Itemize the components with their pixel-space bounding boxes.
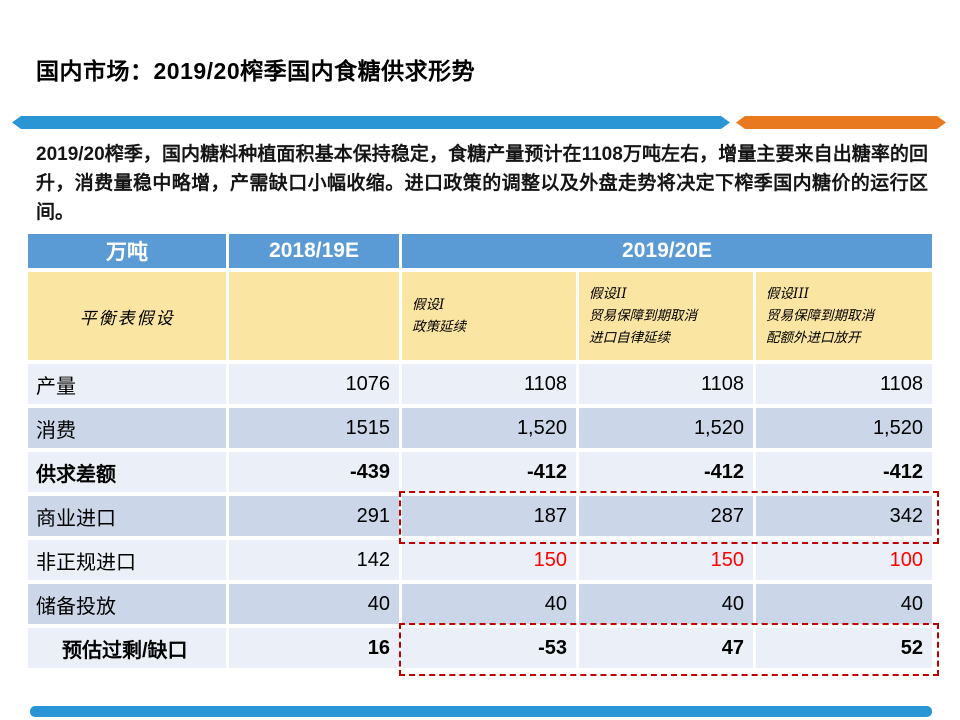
value-cell: -439 <box>229 452 399 492</box>
value-cell: 291 <box>229 496 399 536</box>
assumption-cell-2: 假设II 贸易保障到期取消 进口自律延续 <box>579 272 753 360</box>
assumption-row: 平衡表假设 假设I 政策延续 假设II 贸易保障到期取消 进口自律延续 假设II… <box>28 272 932 360</box>
table-row-estimated-surplus-gap: 预估过剩/缺口 16 -53 47 52 <box>28 628 932 668</box>
assumption-line: 假设I <box>412 296 445 313</box>
row-label: 产量 <box>28 364 226 404</box>
value-cell: 1,520 <box>402 408 576 448</box>
row-label: 供求差额 <box>28 452 226 492</box>
value-cell: -412 <box>756 452 932 492</box>
value-cell: 1108 <box>579 364 753 404</box>
value-cell: 16 <box>229 628 399 668</box>
table-header-row: 万吨 2018/19E 2019/20E <box>28 234 932 268</box>
assumption-line: 配额外进口放开 <box>766 330 861 347</box>
assumption-line: 贸易保障到期取消 <box>589 307 697 324</box>
assumption-line: 假设II <box>589 285 627 302</box>
assumption-label-cell: 平衡表假设 <box>28 272 226 360</box>
assumption-line: 贸易保障到期取消 <box>766 307 874 324</box>
assumption-empty-cell <box>229 272 399 360</box>
value-cell: 1,520 <box>756 408 932 448</box>
bottom-accent-bar <box>30 706 932 717</box>
table-row-informal-imports: 非正规进口 142 150 150 100 <box>28 540 932 580</box>
table-row-supply-gap: 供求差额 -439 -412 -412 -412 <box>28 452 932 492</box>
row-label: 商业进口 <box>28 496 226 536</box>
value-cell: 1108 <box>402 364 576 404</box>
value-cell: 40 <box>402 584 576 624</box>
value-cell: 150 <box>579 540 753 580</box>
intro-paragraph: 2019/20榨季，国内糖料种植面积基本保持稳定，食糖产量预计在1108万吨左右… <box>36 144 928 223</box>
divider-bar-blue <box>12 116 730 129</box>
value-cell: -412 <box>402 452 576 492</box>
header-2019-20e-cell: 2019/20E <box>402 234 932 268</box>
value-cell: 287 <box>579 496 753 536</box>
value-cell: 100 <box>756 540 932 580</box>
assumption-cell-1: 假设I 政策延续 <box>402 272 576 360</box>
value-cell: -412 <box>579 452 753 492</box>
assumption-line: 进口自律延续 <box>589 330 670 347</box>
value-cell: 1076 <box>229 364 399 404</box>
table-row-consumption: 消费 1515 1,520 1,520 1,520 <box>28 408 932 448</box>
row-label: 消费 <box>28 408 226 448</box>
value-cell: 40 <box>229 584 399 624</box>
divider-bar-orange <box>736 116 946 129</box>
value-cell: -53 <box>402 628 576 668</box>
value-cell: 52 <box>756 628 932 668</box>
row-label: 非正规进口 <box>28 540 226 580</box>
value-cell: 342 <box>756 496 932 536</box>
value-cell: 47 <box>579 628 753 668</box>
value-cell: 40 <box>756 584 932 624</box>
value-cell: 150 <box>402 540 576 580</box>
value-cell: 1,520 <box>579 408 753 448</box>
value-cell: 40 <box>579 584 753 624</box>
row-label: 预估过剩/缺口 <box>28 628 226 668</box>
header-unit-cell: 万吨 <box>28 234 226 268</box>
assumption-cell-3: 假设III 贸易保障到期取消 配额外进口放开 <box>756 272 932 360</box>
table-row-production: 产量 1076 1108 1108 1108 <box>28 364 932 404</box>
page-title: 国内市场：2019/20榨季国内食糖供求形势 <box>36 58 476 84</box>
assumption-line: 假设III <box>766 285 809 302</box>
value-cell: 187 <box>402 496 576 536</box>
supply-demand-table: 万吨 2018/19E 2019/20E 平衡表假设 假设I 政策延续 假设II… <box>28 234 939 676</box>
table-row-commercial-imports: 商业进口 291 187 287 342 <box>28 496 932 536</box>
value-cell: 1515 <box>229 408 399 448</box>
table-row-reserve-release: 储备投放 40 40 40 40 <box>28 584 932 624</box>
header-2018-19e-cell: 2018/19E <box>229 234 399 268</box>
row-label: 储备投放 <box>28 584 226 624</box>
assumption-line: 政策延续 <box>412 319 466 335</box>
value-cell: 142 <box>229 540 399 580</box>
value-cell: 1108 <box>756 364 932 404</box>
